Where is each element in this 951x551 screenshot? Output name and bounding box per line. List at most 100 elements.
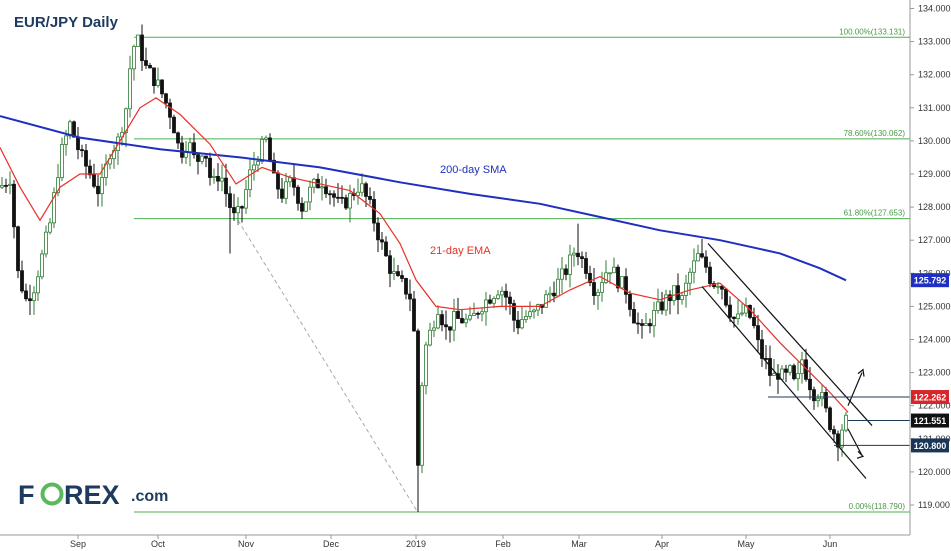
candle-body: [48, 222, 52, 233]
candle-body: [812, 389, 816, 402]
candle-body: [556, 278, 560, 297]
candle-body: [484, 299, 488, 313]
candle-body: [196, 154, 200, 162]
candle-body: [580, 256, 584, 259]
candle: [484, 292, 488, 326]
candle-body: [464, 318, 468, 324]
candle: [384, 236, 388, 258]
candle-body: [832, 429, 836, 435]
fib-label: 100.00%(133.131): [839, 27, 905, 36]
candle-body: [708, 266, 712, 284]
candle-body: [632, 308, 636, 324]
candle-body: [844, 414, 848, 431]
candle-body: [164, 93, 168, 104]
candle-body: [216, 175, 220, 182]
candle-body: [808, 378, 812, 391]
candle: [728, 296, 732, 323]
candle: [320, 175, 324, 201]
candle: [356, 178, 360, 205]
candle-body: [516, 319, 520, 329]
candle: [648, 318, 652, 334]
candle-body: [436, 314, 440, 329]
candle: [620, 276, 624, 289]
candle: [784, 364, 788, 383]
candle: [440, 310, 444, 332]
candle-body: [788, 365, 792, 373]
candle-body: [228, 193, 232, 208]
candle: [688, 267, 692, 296]
candle: [324, 178, 328, 198]
candle-body: [64, 135, 68, 145]
candle: [308, 180, 312, 211]
candle: [560, 257, 564, 294]
candle: [452, 298, 456, 342]
sma-label: 200-day SMA: [440, 164, 507, 176]
candle-body: [224, 177, 228, 195]
candle-body: [496, 294, 500, 299]
candle: [844, 412, 848, 433]
candle-body: [728, 304, 732, 318]
candle-body: [732, 316, 736, 320]
candle-body: [256, 161, 260, 166]
x-tick-label: Sep: [70, 539, 86, 549]
candle: [700, 238, 704, 259]
candle-body: [260, 139, 264, 162]
candle-body: [12, 183, 16, 228]
candle: [480, 307, 484, 322]
candle: [732, 316, 736, 328]
candle: [284, 172, 288, 205]
candle-body: [328, 193, 332, 196]
candle-body: [792, 365, 796, 380]
candle-body: [636, 322, 640, 325]
candle-body: [232, 207, 236, 214]
candle: [336, 183, 340, 204]
candle: [296, 184, 300, 211]
candle: [544, 289, 548, 308]
candle-body: [456, 311, 460, 319]
candle: [172, 114, 176, 134]
candle-body: [800, 359, 804, 374]
candle: [760, 329, 764, 368]
candle: [248, 158, 252, 198]
candle-body: [544, 294, 548, 308]
candle: [300, 197, 304, 219]
candle-body: [240, 206, 244, 209]
candle: [656, 288, 660, 314]
price-badge-label: 122.262: [914, 393, 947, 403]
candle: [508, 291, 512, 315]
candle-body: [656, 301, 660, 311]
dashed-trendline: [237, 220, 418, 512]
candle-body: [560, 268, 564, 280]
y-tick-label: 123.000: [918, 368, 951, 378]
y-tick-label: 130.000: [918, 136, 951, 146]
candle: [144, 47, 148, 69]
candle: [328, 190, 332, 205]
candle: [792, 363, 796, 381]
candle: [536, 303, 540, 316]
candle-body: [16, 226, 20, 272]
support-resistance-lines: [768, 396, 910, 446]
price-badge-bg: [911, 390, 949, 405]
candle: [424, 341, 428, 395]
candle: [0, 177, 4, 189]
candle-body: [368, 196, 372, 200]
candle-body: [296, 186, 300, 204]
candle-body: [752, 317, 756, 327]
candle: [180, 135, 184, 164]
candle-body: [380, 239, 384, 243]
candle-body: [76, 136, 80, 151]
candle-body: [816, 398, 820, 402]
candle-body: [588, 273, 592, 283]
candle: [640, 319, 644, 339]
candle: [176, 131, 180, 149]
candle: [236, 197, 240, 226]
candle: [8, 171, 12, 195]
candle-body: [212, 175, 216, 178]
candle-body: [780, 368, 784, 380]
candle: [704, 250, 708, 273]
candle-body: [472, 312, 476, 316]
candle: [436, 305, 440, 330]
candle-body: [280, 188, 284, 199]
candle: [572, 247, 576, 267]
